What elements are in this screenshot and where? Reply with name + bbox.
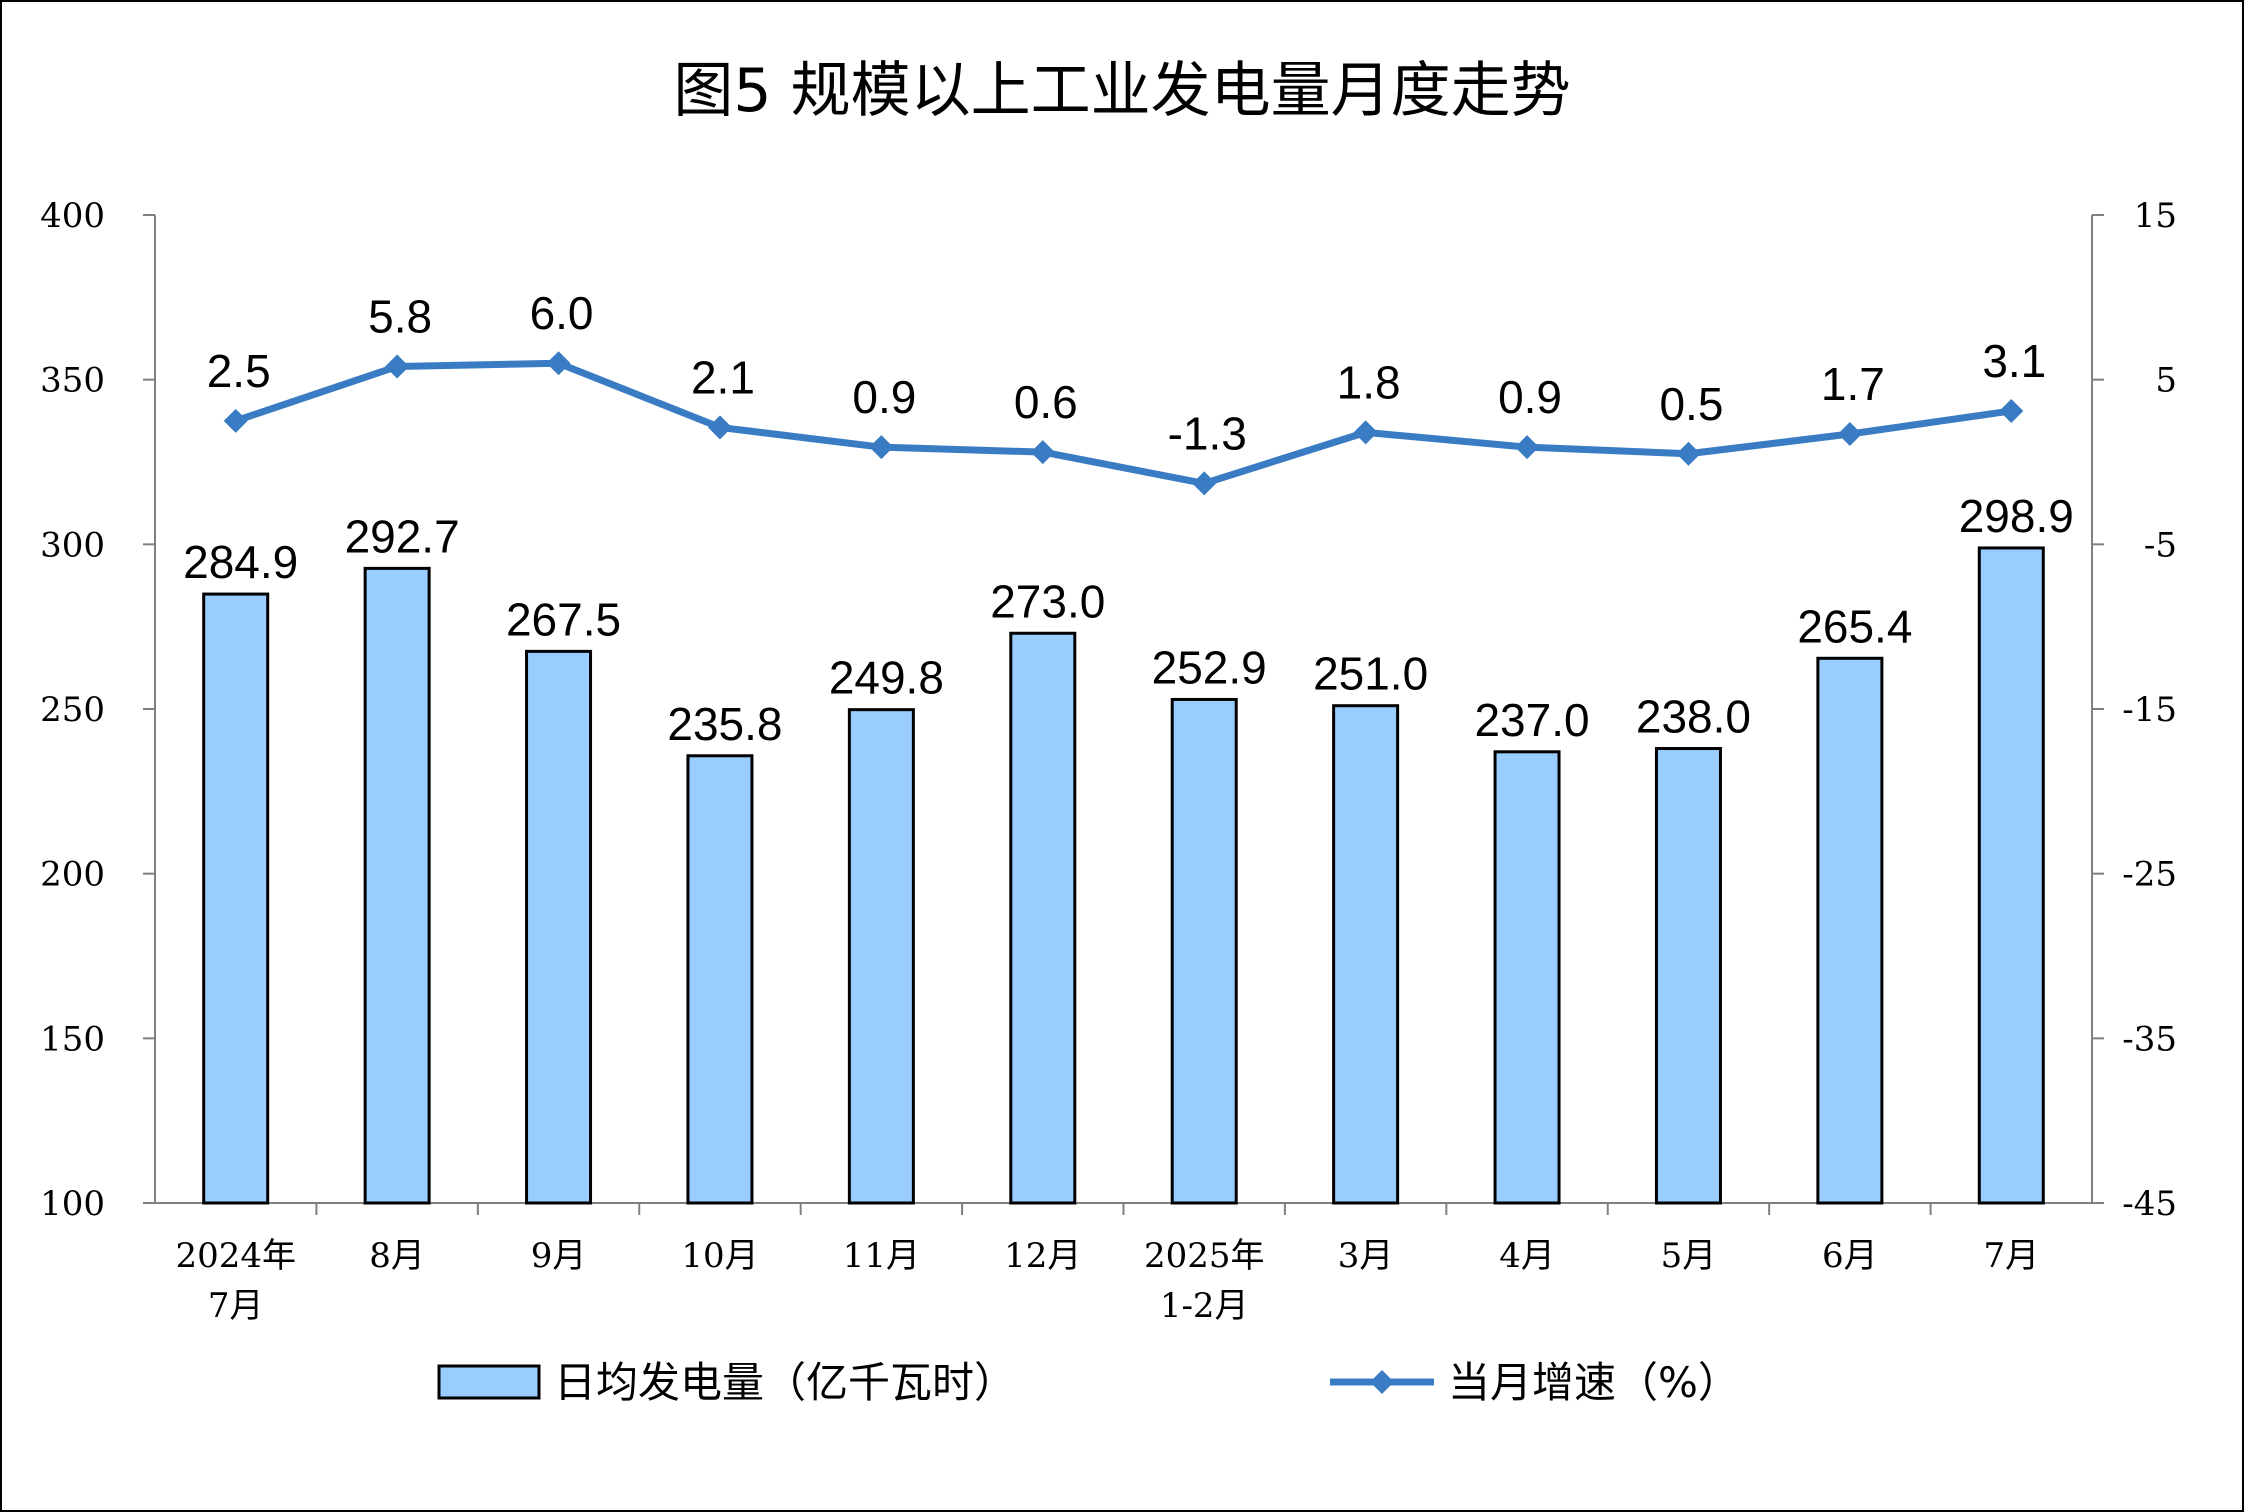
right-tick-label: -25 (2122, 855, 2177, 895)
growth-value-label: 6.0 (530, 287, 594, 339)
bar (363, 566, 431, 1205)
bar (202, 592, 270, 1205)
right-tick-label: -15 (2122, 690, 2177, 730)
bar (847, 708, 915, 1205)
growth-marker (1030, 440, 1055, 465)
growth-value-label: -1.3 (1168, 407, 1247, 459)
right-tick-label: 5 (2155, 361, 2177, 401)
growth-marker (1353, 420, 1378, 445)
legend-bar-swatch (437, 1364, 541, 1400)
bar (525, 649, 593, 1205)
growth-value-label: 2.1 (691, 351, 755, 403)
bar-value-label: 252.9 (1152, 641, 1267, 693)
left-tick-label: 400 (40, 196, 105, 236)
growth-value-label: 2.5 (207, 345, 271, 397)
bar-value-label: 298.9 (1959, 490, 2074, 542)
x-tick-label: 7月 (208, 1286, 264, 1326)
growth-value-label: 1.8 (1337, 356, 1401, 408)
left-tick-label: 350 (40, 361, 105, 401)
x-tick-label: 2025年 (1144, 1236, 1265, 1276)
growth-marker (1192, 471, 1217, 496)
bar-value-label: 238.0 (1636, 691, 1751, 743)
left-tick-label: 100 (40, 1184, 105, 1224)
bar-value-label: 273.0 (990, 575, 1105, 627)
legend-bar-label: 日均发电量（亿千瓦时） (554, 1358, 1016, 1407)
growth-marker (1837, 422, 1862, 447)
x-tick-label: 12月 (1004, 1236, 1081, 1276)
bar-value-label: 267.5 (506, 593, 621, 645)
x-tick-label: 1-2月 (1160, 1286, 1249, 1326)
x-tick-label: 2024年 (175, 1236, 296, 1276)
bar-value-label: 292.7 (345, 510, 460, 562)
bar-value-label: 237.0 (1474, 694, 1589, 746)
bar (1170, 697, 1238, 1205)
growth-marker (707, 415, 732, 440)
bar (1493, 750, 1561, 1205)
growth-marker (1676, 441, 1701, 466)
x-tick-label: 6月 (1822, 1236, 1878, 1276)
growth-marker (1515, 435, 1540, 460)
right-tick-label: -35 (2122, 1019, 2177, 1059)
x-tick-label: 9月 (531, 1236, 587, 1276)
growth-marker (385, 354, 410, 379)
x-tick-label: 10月 (681, 1236, 758, 1276)
bar-value-label: 284.9 (183, 536, 298, 588)
bar (1332, 704, 1400, 1205)
growth-value-label: 0.6 (1014, 376, 1078, 428)
right-tick-label: -45 (2122, 1184, 2177, 1224)
chart-title: 图5 规模以上工业发电量月度走势 (673, 56, 1571, 126)
x-tick-label: 8月 (369, 1236, 425, 1276)
bar (686, 754, 754, 1205)
x-tick-label: 5月 (1661, 1236, 1717, 1276)
bar (1977, 546, 2045, 1205)
growth-marker (546, 351, 571, 376)
legend-line-label: 当月增速（%） (1448, 1358, 1740, 1407)
growth-value-label: 1.7 (1821, 358, 1885, 410)
x-tick-label: 3月 (1338, 1236, 1394, 1276)
bar-value-label: 249.8 (829, 652, 944, 704)
growth-value-label: 0.5 (1659, 378, 1723, 430)
growth-value-label: 0.9 (1498, 371, 1562, 423)
legend-line-marker (1370, 1370, 1394, 1394)
x-tick-label: 11月 (843, 1236, 920, 1276)
left-tick-label: 300 (40, 525, 105, 565)
bar (1654, 747, 1722, 1205)
bar (1816, 656, 1884, 1205)
bar-value-label: 265.4 (1797, 600, 1912, 652)
right-tick-label: 15 (2134, 196, 2177, 236)
bar-value-label: 235.8 (667, 698, 782, 750)
left-tick-label: 150 (40, 1019, 105, 1059)
growth-value-label: 0.9 (852, 371, 916, 423)
left-tick-label: 250 (40, 690, 105, 730)
right-tick-label: -5 (2144, 525, 2177, 565)
bar-value-label: 251.0 (1313, 648, 1428, 700)
growth-value-label: 3.1 (1982, 335, 2046, 387)
growth-marker (869, 435, 894, 460)
growth-line (234, 359, 2012, 487)
growth-value-label: 5.8 (368, 290, 432, 342)
x-tick-label: 7月 (1983, 1236, 2039, 1276)
x-tick-label: 4月 (1499, 1236, 1555, 1276)
left-tick-label: 200 (40, 855, 105, 895)
bar (1009, 631, 1077, 1205)
growth-marker (1999, 398, 2024, 423)
growth-marker (223, 408, 248, 433)
